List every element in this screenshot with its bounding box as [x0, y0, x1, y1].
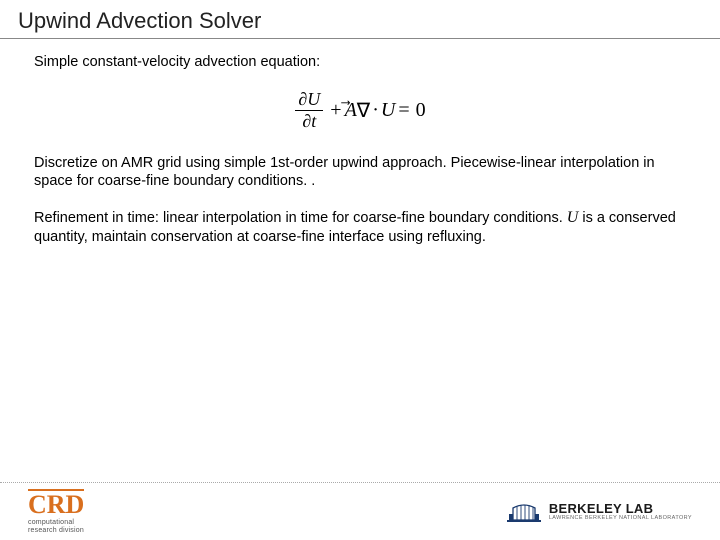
berkeley-lab-logo: BERKELEY LAB LAWRENCE BERKELEY NATIONAL …: [507, 500, 692, 524]
refinement-text: Refinement in time: linear interpolation…: [34, 208, 686, 246]
crd-subtitle-1: computational: [28, 519, 84, 526]
crd-logo: CRD computational research division: [28, 489, 84, 534]
crd-logo-text: CRD: [28, 489, 84, 518]
vector-a: A: [345, 99, 357, 122]
lbl-main-text: BERKELEY LAB: [549, 502, 692, 515]
variable-u: U: [381, 99, 395, 122]
fraction-denominator: ∂t: [299, 111, 319, 132]
partial-fraction: ∂U ∂t: [295, 89, 323, 132]
fraction-numerator: ∂U: [295, 89, 323, 110]
discretize-text: Discretize on AMR grid using simple 1st-…: [34, 154, 686, 190]
dot-operator: ·: [372, 99, 379, 122]
lbl-text-block: BERKELEY LAB LAWRENCE BERKELEY NATIONAL …: [549, 502, 692, 522]
nabla-operator: ∇: [357, 98, 370, 123]
inline-variable-u: U: [567, 209, 579, 226]
lbl-sub-text: LAWRENCE BERKELEY NATIONAL LABORATORY: [549, 516, 692, 522]
plus-operator: +: [330, 99, 341, 122]
equation-block: ∂U ∂t + A ∇ · U = 0: [34, 89, 686, 132]
advection-equation: ∂U ∂t + A ∇ · U = 0: [291, 89, 428, 132]
equals-operator: =: [398, 99, 409, 122]
crd-subtitle-2: research division: [28, 527, 84, 534]
slide-title: Upwind Advection Solver: [18, 8, 702, 34]
content-area: Simple constant-velocity advection equat…: [0, 39, 720, 247]
lbl-building-icon: [507, 500, 541, 524]
zero-rhs: 0: [416, 99, 426, 122]
footer: CRD computational research division BERK…: [0, 482, 720, 540]
refinement-text-a: Refinement in time: linear interpolation…: [34, 210, 567, 226]
intro-text: Simple constant-velocity advection equat…: [34, 53, 686, 71]
title-bar: Upwind Advection Solver: [0, 0, 720, 39]
